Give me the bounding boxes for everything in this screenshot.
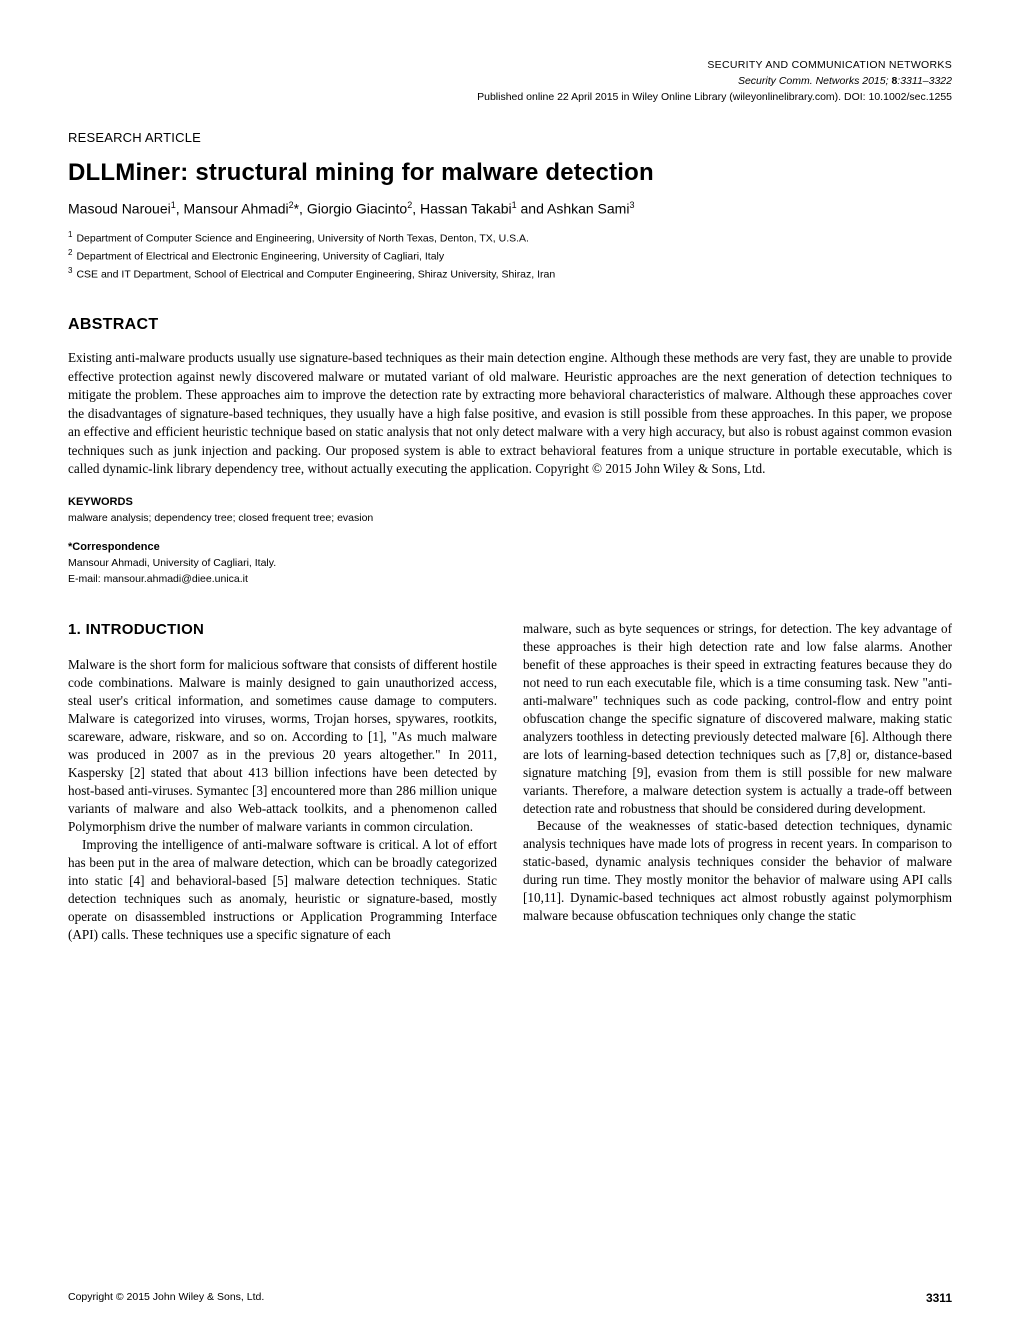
page-number: 3311 — [926, 1290, 952, 1306]
author-list: Masoud Narouei1, Mansour Ahmadi2*, Giorg… — [68, 199, 952, 219]
body-paragraph: Because of the weaknesses of static-base… — [523, 817, 952, 925]
keywords-heading: KEYWORDS — [68, 495, 952, 510]
correspondence-line: Mansour Ahmadi, University of Cagliari, … — [68, 556, 952, 572]
body-paragraph: malware, such as byte sequences or strin… — [523, 620, 952, 817]
affiliation-row: 2Department of Electrical and Electronic… — [68, 247, 952, 265]
journal-doi: Published online 22 April 2015 in Wiley … — [68, 90, 952, 106]
affiliation-row: 3CSE and IT Department, School of Electr… — [68, 265, 952, 283]
copyright-notice: Copyright © 2015 John Wiley & Sons, Ltd. — [68, 1290, 264, 1306]
correspondence-heading: *Correspondence — [68, 540, 952, 555]
abstract-body: Existing anti-malware products usually u… — [68, 349, 952, 478]
correspondence-line: E-mail: mansour.ahmadi@diee.unica.it — [68, 572, 952, 588]
body-paragraph: Improving the intelligence of anti-malwa… — [68, 836, 497, 944]
journal-header: SECURITY AND COMMUNICATION NETWORKS Secu… — [68, 58, 952, 105]
section-heading-intro: 1. INTRODUCTION — [68, 620, 497, 640]
journal-citation: Security Comm. Networks 2015; 8:3311–332… — [68, 74, 952, 90]
journal-italic: Security Comm. Networks — [738, 75, 859, 87]
body-paragraph: Malware is the short form for malicious … — [68, 656, 497, 836]
affiliation-row: 1Department of Computer Science and Engi… — [68, 229, 952, 247]
journal-name: SECURITY AND COMMUNICATION NETWORKS — [68, 58, 952, 74]
paper-title: DLLMiner: structural mining for malware … — [68, 157, 952, 189]
right-column: malware, such as byte sequences or strin… — [523, 620, 952, 944]
left-column: 1. INTRODUCTION Malware is the short for… — [68, 620, 497, 944]
article-type-label: RESEARCH ARTICLE — [68, 129, 952, 147]
page-footer: Copyright © 2015 John Wiley & Sons, Ltd.… — [68, 1290, 952, 1306]
abstract-heading: ABSTRACT — [68, 314, 952, 336]
two-column-body: 1. INTRODUCTION Malware is the short for… — [68, 620, 952, 944]
affiliations: 1Department of Computer Science and Engi… — [68, 229, 952, 284]
keywords-body: malware analysis; dependency tree; close… — [68, 511, 952, 525]
correspondence-body: Mansour Ahmadi, University of Cagliari, … — [68, 556, 952, 588]
